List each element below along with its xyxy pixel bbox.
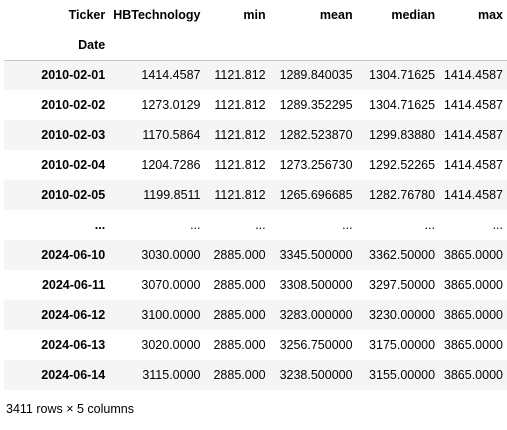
table-row: 2024-06-12 3100.0000 2885.000 3283.00000… <box>4 300 507 330</box>
table-cell: 1414.4587 <box>443 158 503 172</box>
table-cell: 3865.0000 <box>443 248 503 262</box>
table-row: 2010-02-03 1170.5864 1121.812 1282.52387… <box>4 120 507 150</box>
table-cell-ellipsis: ... <box>255 218 266 232</box>
table-body: 2010-02-01 1414.4587 1121.812 1289.84003… <box>4 60 507 390</box>
table-cell: 1282.523870 <box>279 128 353 142</box>
row-index: 2024-06-12 <box>41 308 106 322</box>
table-cell: 3283.000000 <box>279 308 353 322</box>
table-cell: 1121.812 <box>214 68 266 83</box>
table-cell: 3256.750000 <box>279 338 353 352</box>
empty-header-cell <box>356 30 440 61</box>
table-cell: 1289.840035 <box>279 68 353 83</box>
table-cell: 3238.500000 <box>279 368 353 382</box>
table-cell: 3155.00000 <box>369 368 436 382</box>
row-index: 2024-06-13 <box>41 338 106 352</box>
table-row: 2024-06-13 3020.0000 2885.000 3256.75000… <box>4 330 507 360</box>
table-cell: 1299.83880 <box>369 128 436 142</box>
table-cell: 1289.352295 <box>279 98 353 112</box>
table-cell-ellipsis: ... <box>342 218 353 232</box>
row-index: 2024-06-11 <box>41 278 106 292</box>
table-cell: 3345.500000 <box>279 248 353 262</box>
table-cell: 1170.5864 <box>142 128 201 142</box>
row-index-ellipsis: ... <box>94 218 106 232</box>
table-cell: 1282.76780 <box>369 188 436 202</box>
row-index: 2010-02-03 <box>41 128 106 142</box>
empty-header-cell <box>109 30 205 61</box>
table-cell: 1414.4587 <box>443 128 503 142</box>
row-index: 2024-06-14 <box>41 368 106 382</box>
row-index: 2010-02-04 <box>41 158 106 172</box>
table-cell: 3865.0000 <box>443 338 503 352</box>
row-index: 2010-02-02 <box>41 98 106 112</box>
index-name-label: Date <box>4 30 110 61</box>
column-header-row: Ticker HBTechnology min mean median max <box>4 0 507 30</box>
table-cell-ellipsis: ... <box>492 218 503 232</box>
table-cell: 2885.000 <box>213 278 266 292</box>
table-cell: 3020.0000 <box>141 338 201 352</box>
table-cell: 1414.4587 <box>443 98 503 112</box>
table-cell: 2885.000 <box>213 248 266 262</box>
table-cell: 1304.71625 <box>369 98 436 112</box>
table-cell: 3362.50000 <box>369 248 436 262</box>
table-cell: 1414.4587 <box>443 68 503 83</box>
table-cell: 3230.00000 <box>369 308 436 322</box>
dataframe-output: Ticker HBTechnology min mean median max … <box>4 0 507 390</box>
table-cell: 1121.812 <box>214 188 266 202</box>
row-index: 2024-06-10 <box>41 248 106 262</box>
dataframe-shape-note: 3411 rows × 5 columns <box>6 402 134 416</box>
table-cell: 1414.4587 <box>443 188 503 202</box>
column-header: mean <box>319 8 353 22</box>
table-cell: 3865.0000 <box>443 368 503 382</box>
table-cell: 1273.256730 <box>279 158 353 172</box>
table-cell: 3030.0000 <box>141 248 201 262</box>
table-cell: 1121.812 <box>214 98 266 112</box>
column-header: median <box>391 8 436 22</box>
ellipsis-row: ... ... ... ... ... ... <box>4 210 507 240</box>
table-cell-ellipsis: ... <box>190 218 201 232</box>
table-row: 2024-06-14 3115.0000 2885.000 3238.50000… <box>4 360 507 390</box>
table-cell: 3175.00000 <box>369 338 436 352</box>
empty-header-cell <box>269 30 357 61</box>
index-name-row: Date <box>4 30 507 61</box>
table-row: 2010-02-05 1199.8511 1121.812 1265.69668… <box>4 180 507 210</box>
table-cell: 2885.000 <box>213 308 266 322</box>
table-cell: 1199.8511 <box>143 188 201 202</box>
table-cell: 1204.7286 <box>141 158 201 172</box>
empty-header-cell <box>204 30 270 61</box>
column-header: HBTechnology <box>113 8 201 22</box>
table-row: 2024-06-10 3030.0000 2885.000 3345.50000… <box>4 240 507 270</box>
row-index: 2010-02-05 <box>41 188 106 202</box>
table-cell: 2885.000 <box>213 368 266 382</box>
table-cell: 1121.812 <box>214 158 266 172</box>
table-cell: 2885.000 <box>213 338 266 352</box>
dataframe-table: Ticker HBTechnology min mean median max … <box>4 0 507 390</box>
table-row: 2010-02-01 1414.4587 1121.812 1289.84003… <box>4 60 507 90</box>
column-header: min <box>243 8 266 22</box>
table-cell: 3865.0000 <box>443 278 503 292</box>
table-cell: 3100.0000 <box>141 308 201 322</box>
table-cell: 3115.0000 <box>142 368 201 382</box>
table-cell: 1414.4587 <box>141 68 201 83</box>
table-cell: 1304.71625 <box>369 68 436 83</box>
table-cell: 1292.52265 <box>369 158 436 172</box>
table-cell: 3297.50000 <box>369 278 436 292</box>
table-row: 2024-06-11 3070.0000 2885.000 3308.50000… <box>4 270 507 300</box>
column-header: max <box>477 8 503 22</box>
table-cell: 3070.0000 <box>141 278 201 292</box>
table-row: 2010-02-02 1273.0129 1121.812 1289.35229… <box>4 90 507 120</box>
columns-name-label: Ticker <box>68 8 106 22</box>
table-row: 2010-02-04 1204.7286 1121.812 1273.25673… <box>4 150 507 180</box>
table-cell-ellipsis: ... <box>424 218 436 232</box>
table-cell: 1121.812 <box>214 128 266 142</box>
empty-header-cell <box>439 30 507 61</box>
table-cell: 3308.500000 <box>279 278 353 292</box>
table-cell: 3865.0000 <box>443 308 503 322</box>
row-index: 2010-02-01 <box>41 68 106 83</box>
table-cell: 1265.696685 <box>279 188 353 202</box>
table-cell: 1273.0129 <box>141 98 201 112</box>
